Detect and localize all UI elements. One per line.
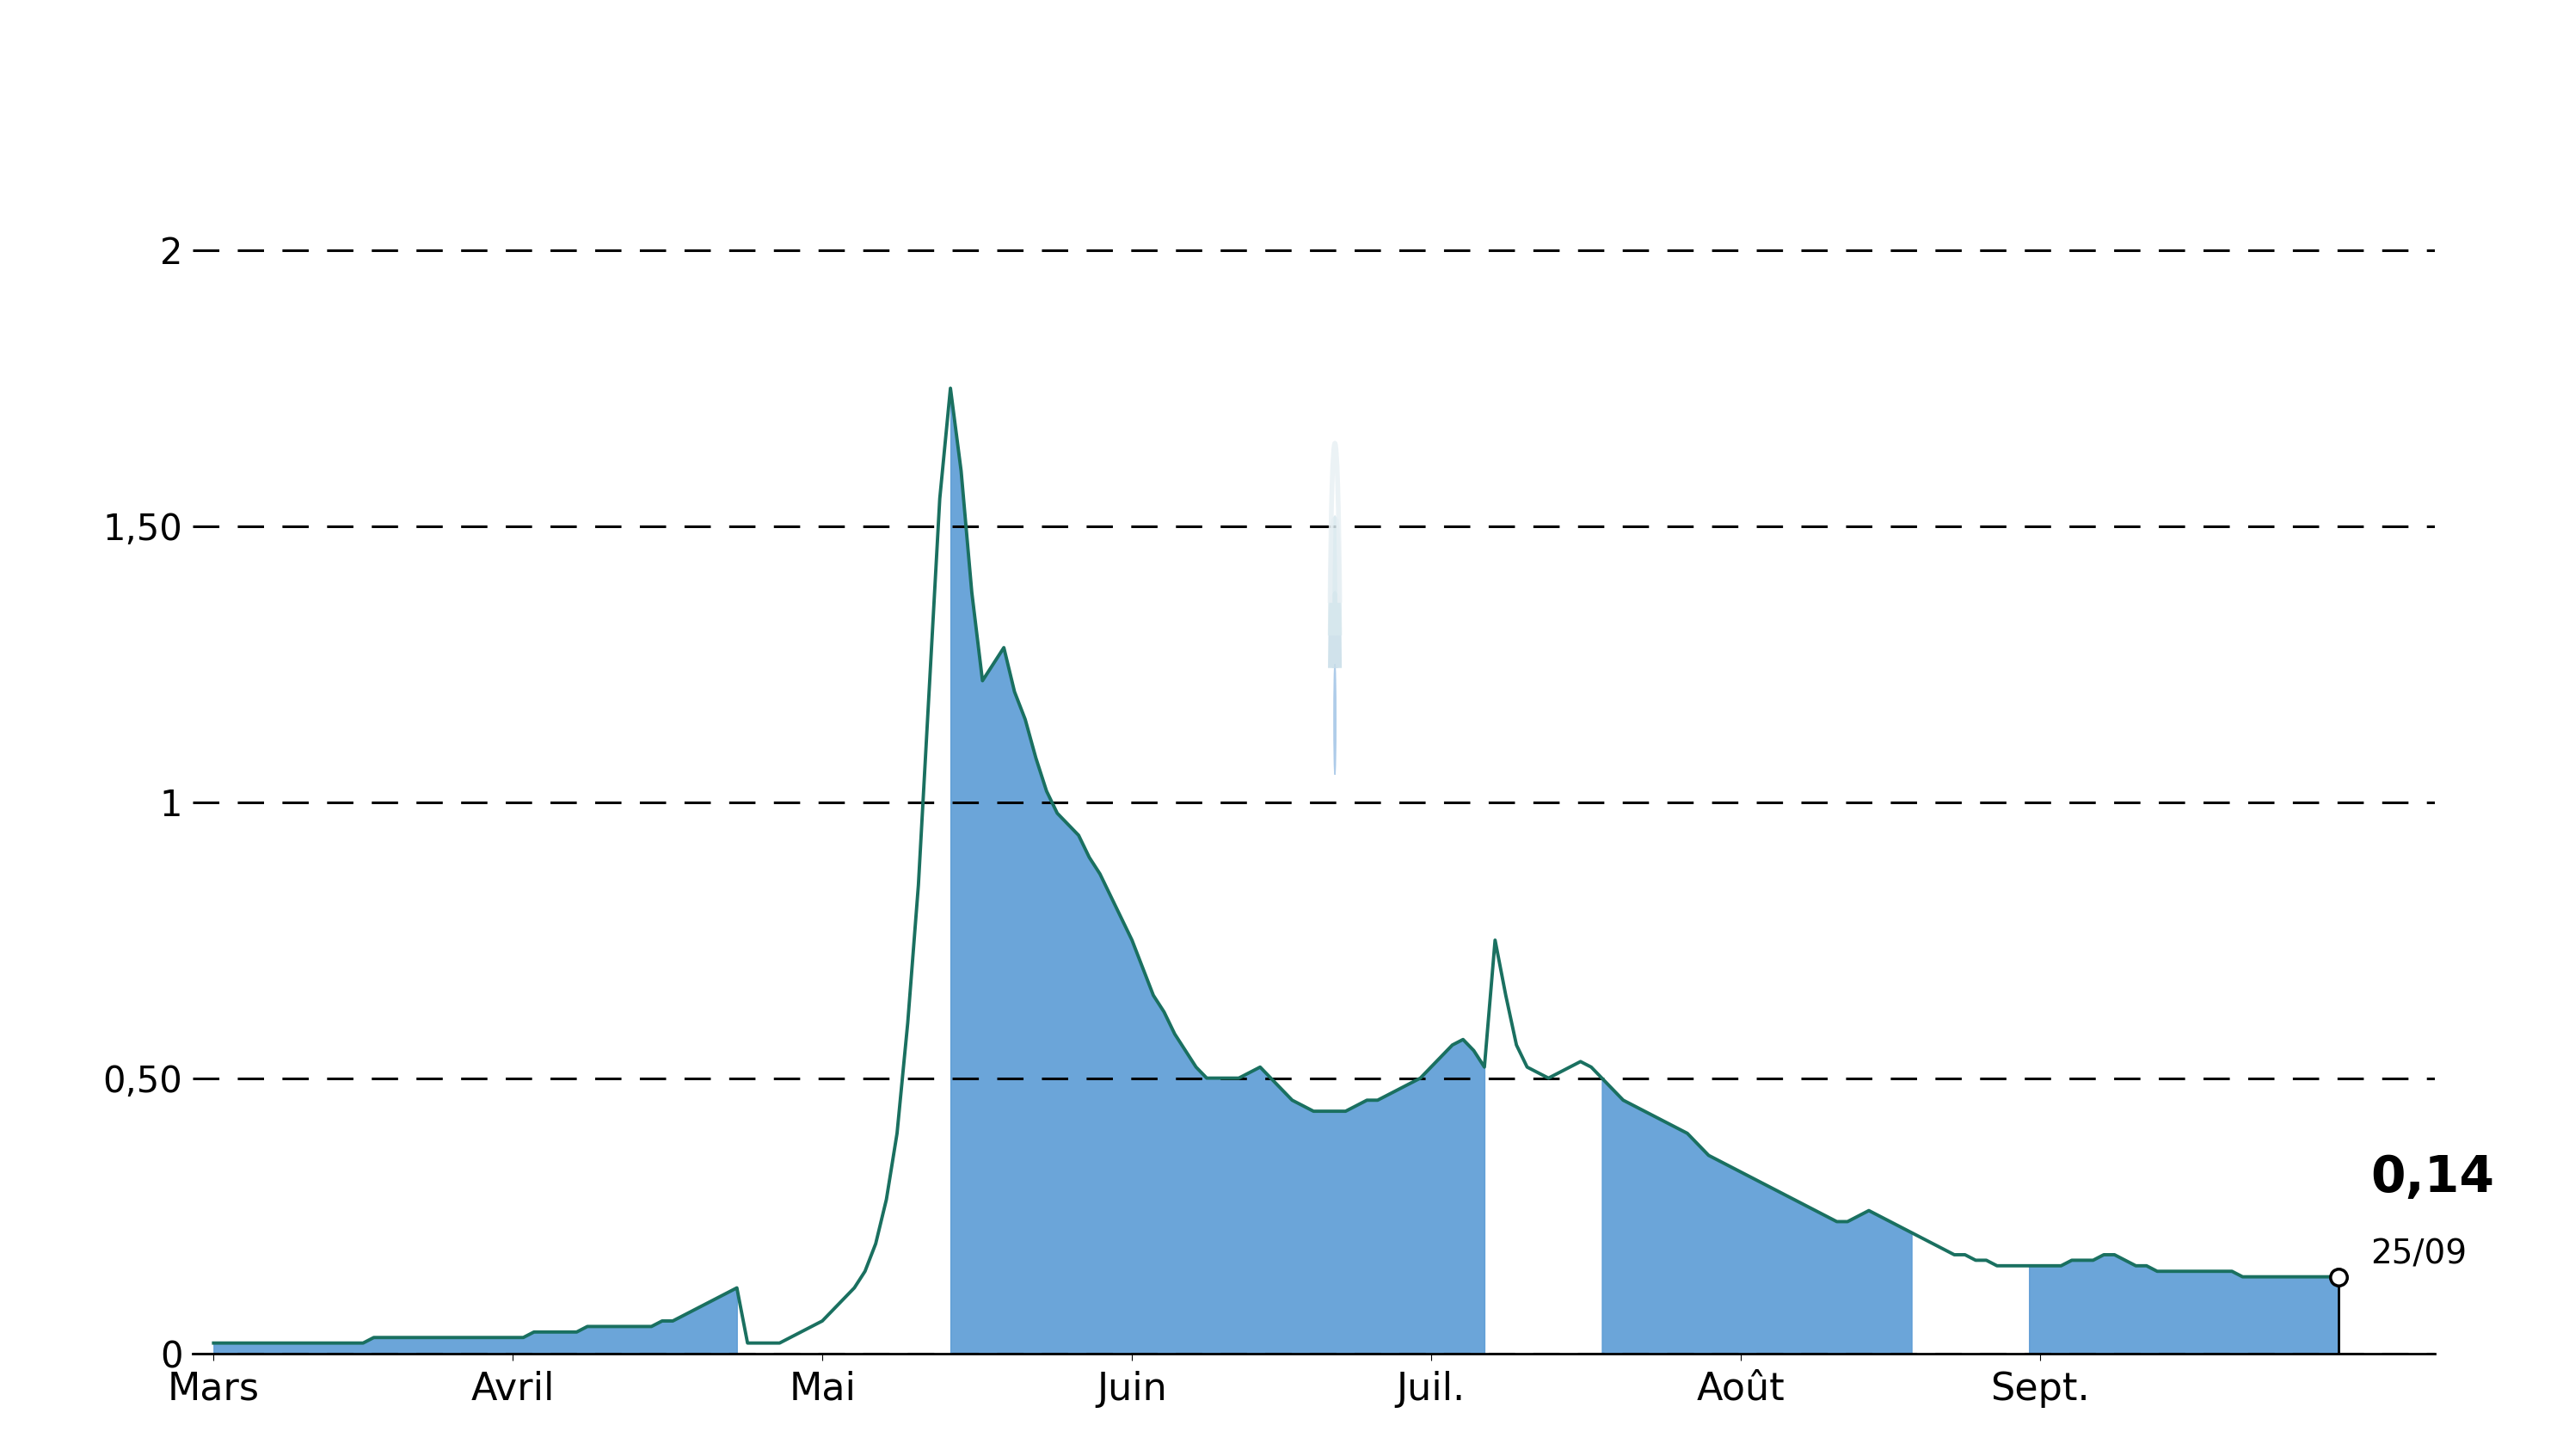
Text: EUROPLASMA: EUROPLASMA	[910, 31, 1653, 122]
Text: 0,14: 0,14	[2371, 1153, 2494, 1203]
Text: 25/09: 25/09	[2371, 1239, 2468, 1271]
